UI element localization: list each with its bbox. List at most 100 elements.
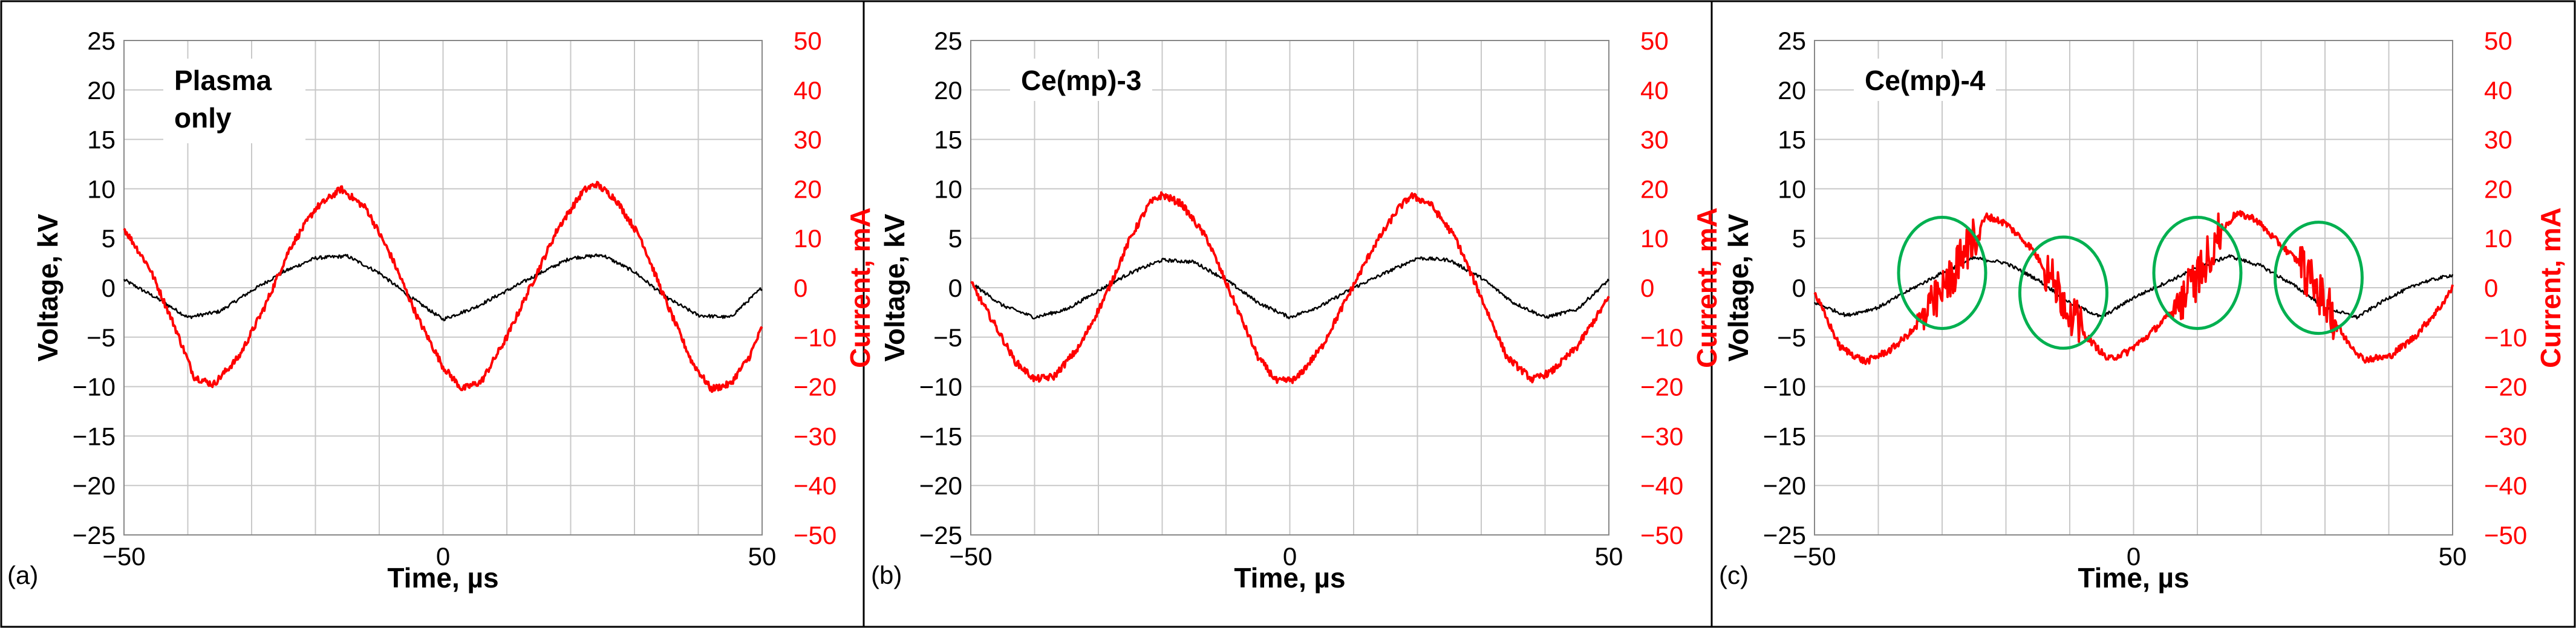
plot-frame (123, 40, 763, 536)
y-tick-label: −10 (919, 373, 962, 401)
chart-panel-3: −25 −20 −15 −10 −50 5 10 15 20 25 −50 −40 −30 −20 −10 0… (1719, 27, 2566, 594)
annotation-circle (1897, 215, 1987, 330)
y2-tick-label: 10 (2484, 224, 2512, 253)
y2-tick-label: 0 (2484, 274, 2498, 302)
y-tick-label: −25 (73, 521, 116, 549)
y2-tick-label: −10 (794, 323, 836, 352)
y-tick-label: 20 (1778, 76, 1806, 105)
y-tick-label: 15 (934, 126, 962, 154)
x-axis-title: Time, µs (2078, 562, 2189, 594)
x-tick-label: −50 (102, 542, 145, 571)
x-tick-label: 50 (2439, 542, 2467, 571)
y-tick-label: −10 (73, 373, 116, 401)
y2-tick-label: −30 (794, 422, 836, 450)
y2-tick-label: 40 (2484, 76, 2512, 105)
y2-tick-label: 20 (2484, 175, 2512, 203)
y2-tick-label: 50 (794, 27, 822, 55)
x-tick-label: 50 (1595, 542, 1623, 571)
y-tick-label: 5 (1792, 224, 1806, 253)
voltage-trace (1813, 254, 2454, 320)
y2-tick-label: 10 (794, 224, 822, 253)
y-axis-title: Voltage, kV (1723, 213, 1754, 361)
panel-label: (c) (1719, 561, 1749, 589)
y-tick-label: −10 (1763, 373, 1806, 401)
sample-label-box (163, 59, 305, 143)
y-tick-label: −25 (919, 521, 962, 549)
sample-label-box (1010, 59, 1152, 101)
y2-tick-label: −30 (2484, 422, 2527, 450)
x-axis-title: Time, µs (387, 562, 498, 594)
y2-tick-label: −20 (1640, 373, 1683, 401)
y-tick-label: −20 (1763, 471, 1806, 500)
sample-label-text: Ce(mp)-4 (1865, 65, 1986, 96)
x-axis-title: Time, µs (1234, 562, 1345, 594)
x-tick-label: 50 (748, 542, 777, 571)
y2-tick-label: −10 (1640, 323, 1683, 352)
y-tick-label: 0 (1792, 274, 1806, 302)
y2-tick-label: 30 (794, 126, 822, 154)
x-tick-label: 0 (436, 542, 450, 571)
y-tick-label: 20 (87, 76, 116, 105)
current-trace (970, 191, 1610, 384)
y-tick-label: −20 (919, 471, 962, 500)
y-tick-label: −20 (73, 471, 116, 500)
x-tick-label: 0 (1283, 542, 1297, 571)
x-tick-label: −50 (1793, 542, 1836, 571)
y2-tick-label: −40 (2484, 471, 2527, 500)
y-tick-label: −15 (73, 422, 116, 450)
y2-axis-title: Current, mA (844, 207, 876, 368)
y2-tick-label: −40 (794, 471, 836, 500)
current-trace (1813, 210, 2454, 365)
y2-tick-label: 20 (794, 175, 822, 203)
y-tick-label: 15 (1778, 126, 1806, 154)
y2-tick-label: 50 (2484, 27, 2512, 55)
voltage-trace (123, 253, 763, 322)
annotation-circle (2152, 215, 2243, 330)
y-tick-label: 0 (102, 274, 116, 302)
panel-label: (b) (871, 561, 902, 589)
y2-tick-label: 50 (1640, 27, 1669, 55)
y-axis-title: Voltage, kV (32, 213, 64, 361)
y2-tick-label: −30 (1640, 422, 1683, 450)
y2-tick-label: −20 (794, 373, 836, 401)
y2-axis-title: Current, mA (2535, 207, 2566, 368)
y-tick-label: 5 (102, 224, 116, 253)
y-tick-label: 10 (934, 175, 962, 203)
sample-label-box (1854, 59, 1996, 101)
sample-label-text: Plasma (174, 65, 272, 96)
y-tick-label: −15 (1763, 422, 1806, 450)
voltage-trace (970, 256, 1610, 320)
y-tick-label: −5 (86, 323, 116, 352)
chart-panel-1: −25−20−15−10−50510152025−50−40−30−20−100… (7, 27, 876, 594)
plot-frame (970, 40, 1609, 536)
sample-label-text: only (174, 102, 232, 134)
y2-tick-label: −50 (1640, 521, 1683, 549)
y2-tick-label: −50 (2484, 521, 2527, 549)
sample-label-text: Ce(mp)-3 (1021, 65, 1141, 96)
y2-tick-label: −40 (1640, 471, 1683, 500)
annotation-circle (2018, 235, 2108, 350)
y-tick-label: 25 (934, 27, 962, 55)
y-tick-label: 5 (948, 224, 962, 253)
y-tick-label: −25 (1763, 521, 1806, 549)
y2-tick-label: 40 (794, 76, 822, 105)
x-tick-label: 0 (2127, 542, 2141, 571)
annotation-circle (2273, 221, 2364, 335)
y2-tick-label: 30 (1640, 126, 1669, 154)
y-tick-label: 0 (948, 274, 962, 302)
y-tick-label: 20 (934, 76, 962, 105)
y-tick-label: 15 (87, 126, 116, 154)
current-trace (123, 181, 763, 393)
y-tick-label: 25 (1778, 27, 1806, 55)
y2-tick-label: 10 (1640, 224, 1669, 253)
chart-panel-2: −25−20−15−10−50510152025−50−40−30−20−100… (871, 27, 1723, 594)
y-tick-label: 25 (87, 27, 116, 55)
y2-tick-label: −10 (2484, 323, 2527, 352)
y2-axis-title: Current, mA (1691, 207, 1723, 368)
y2-tick-label: 40 (1640, 76, 1669, 105)
x-tick-label: −50 (949, 542, 992, 571)
y-tick-label: −5 (933, 323, 962, 352)
y2-tick-label: −20 (2484, 373, 2527, 401)
